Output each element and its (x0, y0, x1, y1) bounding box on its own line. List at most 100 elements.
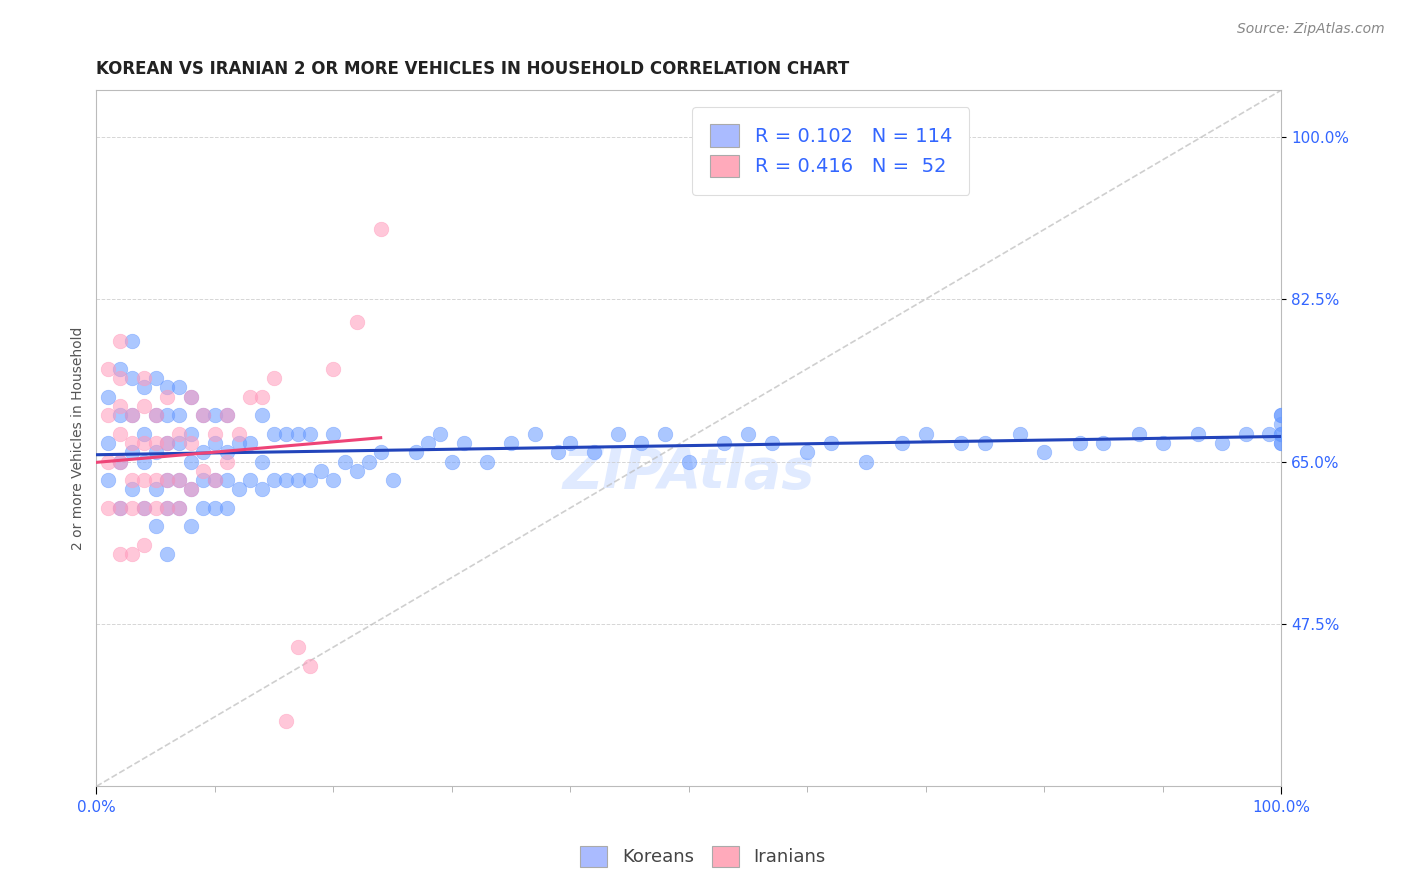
Point (228, 436, 250, 450)
Point (132, 473, 155, 487)
Legend: R = 0.102   N = 114, R = 0.416   N =  52: R = 0.102 N = 114, R = 0.416 N = 52 (692, 107, 970, 194)
Point (108, 426, 131, 441)
Point (204, 426, 226, 441)
Point (582, 445, 605, 459)
Point (180, 426, 202, 441)
Point (239, 436, 262, 450)
Point (169, 500, 191, 515)
Point (322, 473, 344, 487)
Point (121, 408, 143, 422)
Point (169, 380, 191, 394)
Point (97, 390, 120, 404)
Point (263, 371, 285, 385)
Point (250, 390, 273, 404)
Point (274, 426, 297, 441)
Point (191, 408, 214, 422)
Point (156, 500, 179, 515)
Point (156, 547, 179, 561)
Point (191, 445, 214, 459)
Point (215, 408, 238, 422)
Point (156, 436, 179, 450)
Point (108, 334, 131, 348)
Point (737, 426, 759, 441)
Point (1234, 426, 1257, 441)
Point (322, 361, 344, 376)
Point (204, 473, 226, 487)
Point (169, 436, 191, 450)
Point (950, 436, 973, 450)
Point (1270, 408, 1292, 422)
Point (132, 500, 155, 515)
Point (156, 436, 179, 450)
Point (121, 483, 143, 497)
Point (1270, 408, 1292, 422)
Point (191, 408, 214, 422)
Point (287, 473, 309, 487)
Point (180, 483, 202, 497)
Point (108, 547, 131, 561)
Point (440, 454, 463, 468)
Point (630, 436, 652, 450)
Point (180, 454, 202, 468)
Point (606, 426, 628, 441)
Point (169, 408, 191, 422)
Point (204, 436, 226, 450)
Point (1010, 426, 1032, 441)
Point (298, 473, 321, 487)
Point (180, 390, 202, 404)
Point (169, 473, 191, 487)
Point (239, 390, 262, 404)
Point (132, 500, 155, 515)
Point (132, 426, 155, 441)
Point (156, 500, 179, 515)
Point (239, 473, 262, 487)
Point (145, 483, 167, 497)
Point (145, 445, 167, 459)
Point (97, 500, 120, 515)
Point (274, 714, 297, 729)
Point (298, 426, 321, 441)
Point (145, 371, 167, 385)
Point (263, 426, 285, 441)
Point (215, 445, 238, 459)
Point (250, 483, 273, 497)
Point (145, 436, 167, 450)
Point (215, 454, 238, 468)
Point (132, 454, 155, 468)
Point (1270, 426, 1292, 441)
Point (132, 436, 155, 450)
Point (346, 464, 368, 478)
Point (274, 473, 297, 487)
Point (228, 426, 250, 441)
Point (108, 361, 131, 376)
Point (429, 426, 451, 441)
Point (523, 426, 546, 441)
Point (204, 408, 226, 422)
Point (145, 500, 167, 515)
Point (370, 222, 392, 236)
Point (1270, 417, 1292, 432)
Point (1069, 436, 1091, 450)
Point (108, 454, 131, 468)
Y-axis label: 2 or more Vehicles in Household: 2 or more Vehicles in Household (72, 326, 86, 550)
Point (215, 473, 238, 487)
Point (121, 445, 143, 459)
Point (322, 426, 344, 441)
Point (132, 371, 155, 385)
Point (914, 426, 936, 441)
Point (145, 519, 167, 533)
Point (1211, 436, 1233, 450)
Point (156, 408, 179, 422)
Point (121, 371, 143, 385)
Point (156, 380, 179, 394)
Point (97, 436, 120, 450)
Point (97, 454, 120, 468)
Text: ZIPAtlas: ZIPAtlas (562, 446, 815, 500)
Point (180, 519, 202, 533)
Point (108, 500, 131, 515)
Point (156, 390, 179, 404)
Legend: Koreans, Iranians: Koreans, Iranians (574, 838, 832, 874)
Point (121, 500, 143, 515)
Point (1187, 426, 1209, 441)
Point (1270, 426, 1292, 441)
